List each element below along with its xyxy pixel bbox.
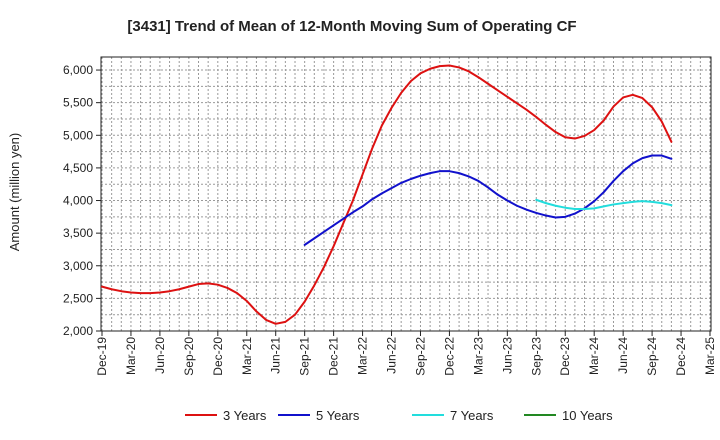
x-axis: Dec-19 Mar-20 Jun-20 Sep-20 Dec-20 Mar-21 Jun-… [95, 331, 717, 376]
legend-label-10-years: 10 Years [562, 408, 613, 423]
y-tick-label: 2,500 [63, 291, 93, 305]
x-tick-label: Mar-21 [240, 337, 254, 375]
grid [101, 57, 711, 332]
legend-label-3-years: 3 Years [223, 408, 267, 423]
legend-label-7-years: 7 Years [450, 408, 494, 423]
chart-title: [3431] Trend of Mean of 12-Month Moving … [127, 18, 576, 35]
x-tick-label: Mar-22 [356, 337, 370, 375]
x-tick-label: Jun-20 [153, 337, 167, 374]
x-tick-label: Mar-20 [124, 337, 138, 375]
y-tick-label: 6,000 [63, 63, 93, 77]
y-tick-label: 4,000 [63, 194, 93, 208]
series-line-5-years [303, 154, 673, 246]
plot-frame [100, 56, 712, 332]
y-tick-label: 5,000 [63, 128, 93, 142]
x-tick-label: Mar-25 [703, 337, 717, 375]
series-line-7-years [535, 198, 673, 210]
series-layer [101, 64, 673, 325]
x-tick-label: Sep-23 [529, 337, 543, 376]
x-tick-label: Sep-20 [182, 337, 196, 376]
y-axis-label: Amount (million yen) [7, 133, 22, 252]
series-line-3-years [101, 64, 673, 325]
x-tick-label: Dec-22 [442, 337, 456, 376]
y-tick-label: 4,500 [63, 161, 93, 175]
x-tick-label: Sep-24 [645, 337, 659, 376]
x-tick-label: Jun-21 [269, 337, 283, 374]
x-tick-label: Dec-23 [558, 337, 572, 376]
y-axis: 2,000 2,500 3,000 3,500 4,000 4,500 5,000 5,500… [63, 63, 101, 338]
x-tick-label: Dec-20 [211, 337, 225, 376]
x-tick-label: Jun-22 [385, 337, 399, 374]
y-tick-label: 3,000 [63, 259, 93, 273]
x-tick-label: Jun-23 [500, 337, 514, 374]
x-tick-label: Mar-24 [587, 337, 601, 375]
legend: 3 Years 5 Years 7 Years 10 Years [185, 408, 613, 423]
x-tick-label: Mar-23 [471, 337, 485, 375]
x-tick-label: Sep-22 [413, 337, 427, 376]
x-tick-label: Dec-24 [674, 337, 688, 376]
y-tick-label: 2,000 [63, 324, 93, 338]
y-tick-label: 5,500 [63, 96, 93, 110]
y-tick-label: 3,500 [63, 226, 93, 240]
x-tick-label: Jun-24 [616, 337, 630, 374]
x-tick-label: Sep-21 [298, 337, 312, 376]
legend-label-5-years: 5 Years [316, 408, 360, 423]
x-tick-label: Dec-19 [95, 337, 109, 376]
x-tick-label: Dec-21 [327, 337, 341, 376]
